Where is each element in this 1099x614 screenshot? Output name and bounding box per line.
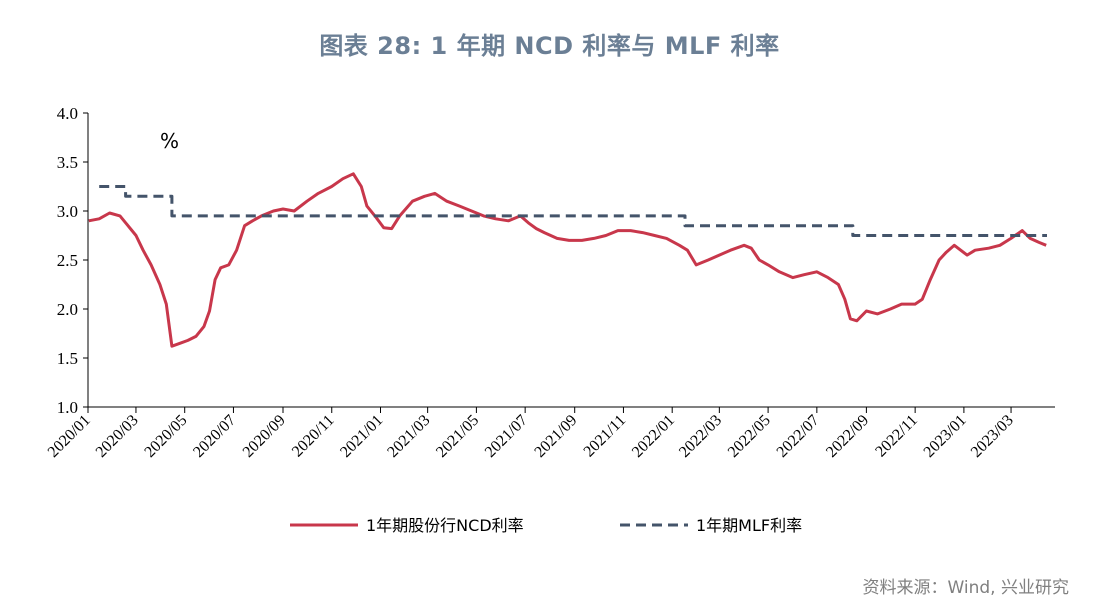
y-tick-label: 1.0	[57, 398, 78, 417]
source-note: 资料来源：Wind, 兴业研究	[862, 578, 1069, 598]
x-tick-label: 2020/03	[93, 412, 142, 461]
y-tick-label: 4.0	[57, 104, 78, 123]
x-tick-label: 2021/03	[384, 412, 433, 461]
x-tick-label: 2022/03	[676, 412, 725, 461]
x-tick-label: 2021/07	[482, 412, 531, 461]
x-tick-label: 2022/09	[823, 412, 872, 461]
x-tick-label: 2023/03	[968, 412, 1017, 461]
unit-label: %	[160, 129, 179, 153]
x-tick-label: 2023/01	[921, 412, 970, 461]
x-tick-label: 2021/01	[337, 412, 386, 461]
x-tick-label: 2020/05	[141, 412, 190, 461]
series-line-mlf	[99, 185, 1047, 237]
x-tick-label: 2022/11	[872, 412, 921, 461]
x-tick-label: 2020/01	[45, 412, 94, 461]
series-line-ncd	[88, 172, 1047, 348]
x-tick-label: 2022/07	[774, 412, 823, 461]
legend-label: 1年期MLF利率	[696, 516, 802, 535]
x-tick-label: 2022/01	[629, 412, 678, 461]
y-ticks: 4.0 3.5 3.0 2.5 2.0 1.5 1.0	[57, 104, 88, 417]
x-tick-label: 2020/07	[190, 412, 239, 461]
axes	[87, 113, 1055, 408]
x-tick-label: 2020/11	[289, 412, 338, 461]
x-tick-label: 2020/09	[240, 412, 289, 461]
y-tick-label: 2.5	[57, 251, 78, 270]
y-tick-label: 3.0	[57, 202, 78, 221]
x-tick-label: 2021/11	[581, 412, 630, 461]
legend: 1年期股份行NCD利率 1年期MLF利率	[290, 516, 802, 535]
x-tick-label: 2021/05	[433, 412, 482, 461]
y-tick-label: 2.0	[57, 300, 78, 319]
x-tick-label: 2022/05	[725, 412, 774, 461]
chart-title: 图表 28: 1 年期 NCD 利率与 MLF 利率	[319, 32, 780, 60]
y-tick-label: 3.5	[57, 153, 78, 172]
series-group	[88, 172, 1047, 348]
x-tick-label: 2021/09	[531, 412, 580, 461]
y-tick-label: 1.5	[57, 349, 78, 368]
legend-label: 1年期股份行NCD利率	[366, 516, 524, 535]
